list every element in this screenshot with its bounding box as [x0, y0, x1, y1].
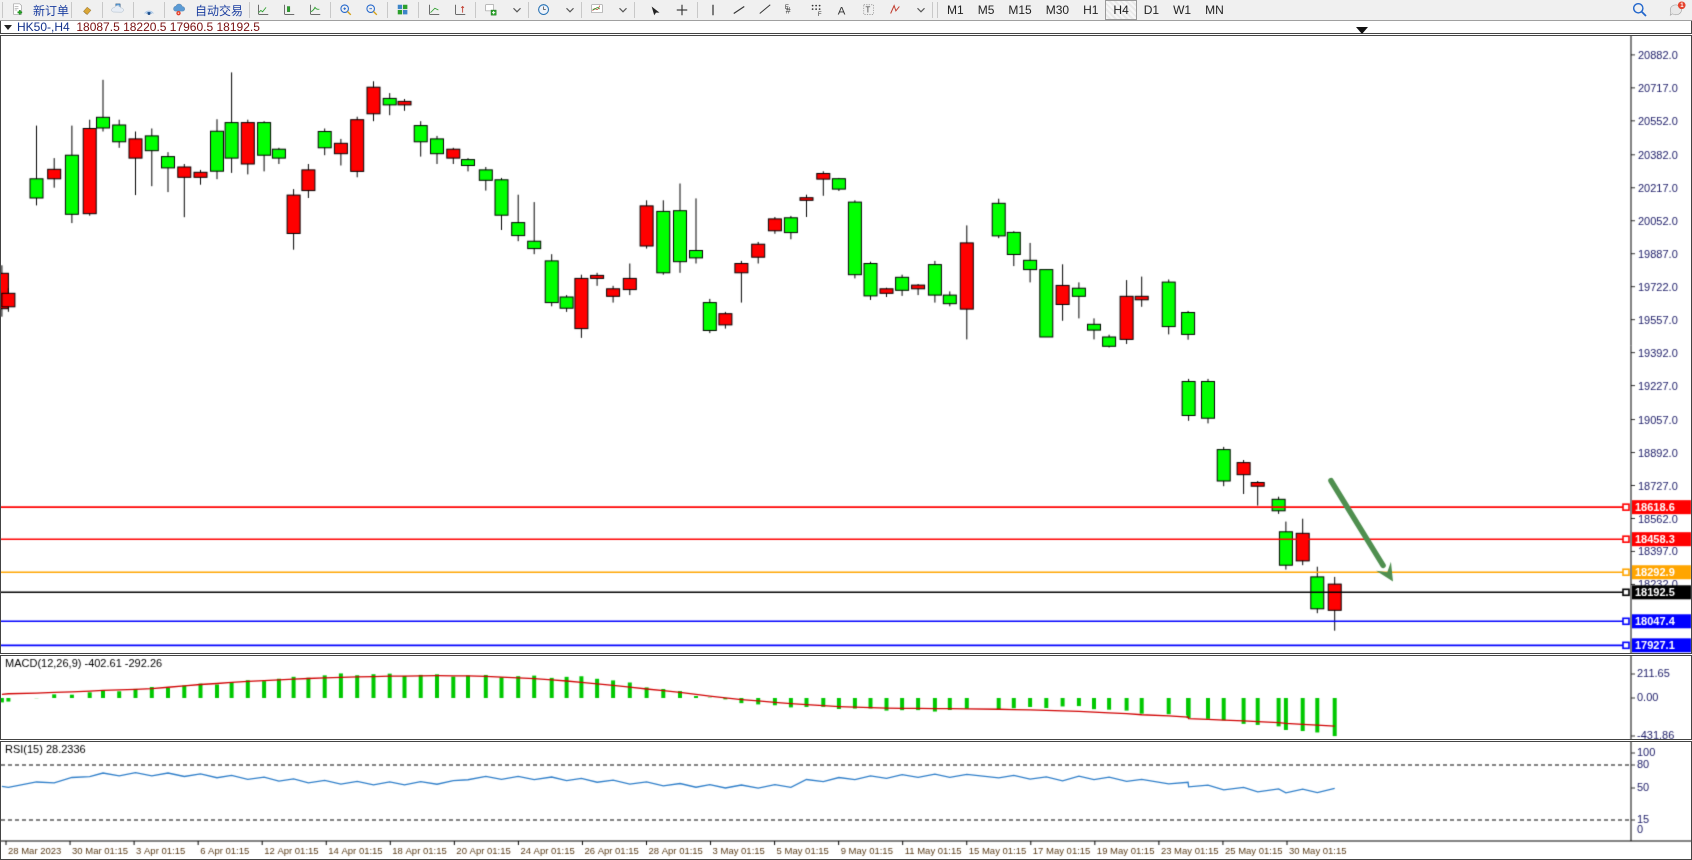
- svg-text:A: A: [838, 5, 846, 17]
- svg-text:F: F: [818, 11, 822, 17]
- svg-text:T: T: [866, 6, 871, 15]
- svg-text:E: E: [785, 4, 789, 11]
